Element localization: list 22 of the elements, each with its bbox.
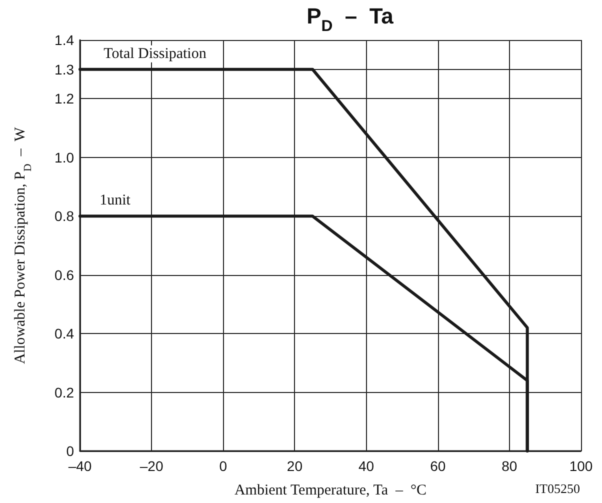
series-label: 1unit [100, 192, 132, 209]
x-tick-label: 40 [358, 458, 374, 474]
x-axis-title: Ambient Temperature, Ta – °C [234, 482, 427, 498]
y-tick-label: 1.3 [54, 61, 74, 78]
x-tick-label: –20 [140, 458, 164, 474]
x-tick-label: 0 [219, 458, 228, 474]
y-tick-label: 1.2 [54, 90, 74, 107]
y-tick-label: 0.4 [54, 326, 74, 342]
y-tick-label: 0.2 [54, 384, 74, 400]
x-tick-label: 20 [286, 458, 303, 474]
x-tick-label: 60 [430, 458, 446, 474]
y-tick-label: 0.8 [54, 208, 74, 224]
y-tick-label: 0.6 [54, 266, 74, 283]
y-tick-label: 0 [66, 443, 74, 459]
y-tick-label: 1.4 [54, 32, 74, 48]
y-axis-title: Allowable Power Dissipation, PD – W [12, 126, 34, 364]
x-tick-label: 80 [502, 458, 518, 474]
y-tick-label: 1.0 [54, 149, 74, 166]
x-tick-label: 100 [569, 458, 593, 474]
x-tick-label: –40 [68, 458, 92, 474]
text: IT05250 [535, 481, 580, 496]
series-label: Total Dissipation [104, 46, 207, 62]
